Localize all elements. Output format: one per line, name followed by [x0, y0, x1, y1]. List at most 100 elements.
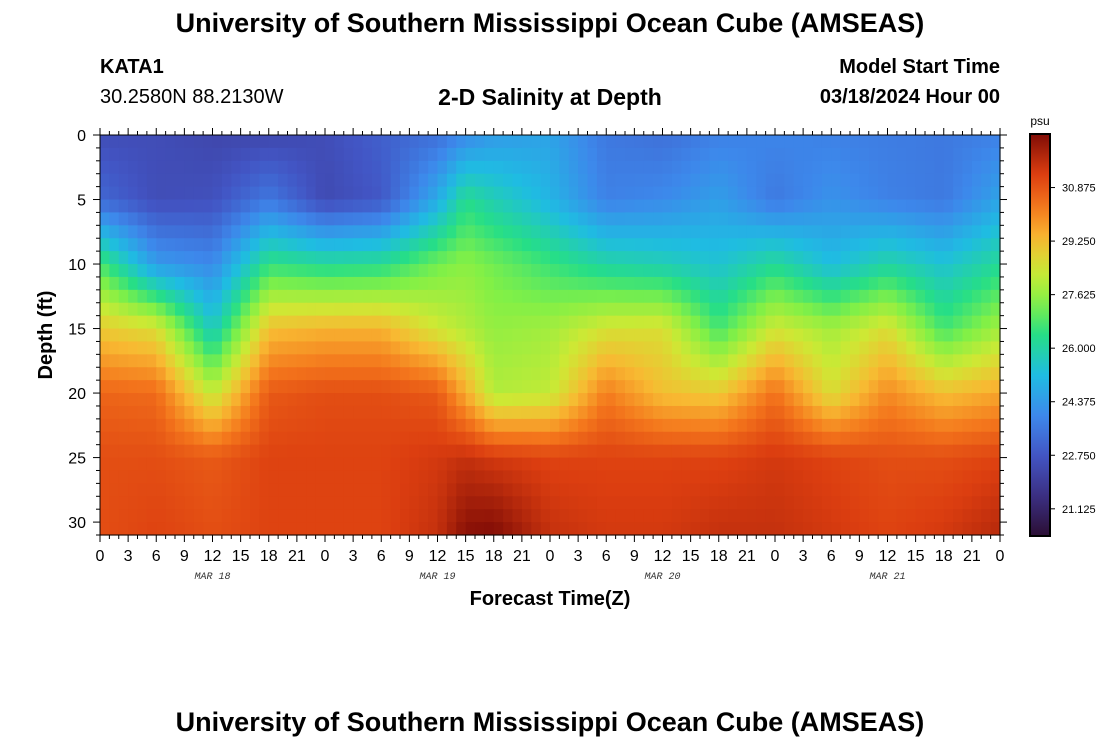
- heatmap-cell: [775, 225, 785, 239]
- heatmap-cell: [193, 328, 204, 343]
- heatmap-cell: [578, 251, 589, 265]
- heatmap-cell: [343, 341, 354, 355]
- heatmap-cell: [634, 160, 645, 175]
- heatmap-cell: [362, 457, 373, 472]
- heatmap-cell: [109, 405, 120, 420]
- heatmap-cell: [128, 289, 139, 304]
- heatmap-cell: [906, 367, 917, 381]
- heatmap-cell: [690, 380, 701, 394]
- heatmap-cell: [625, 173, 635, 188]
- heatmap-cell: [568, 522, 579, 536]
- heatmap-cell: [221, 496, 232, 510]
- heatmap-cell: [559, 160, 570, 175]
- heatmap-cell: [334, 147, 345, 162]
- heatmap-cell: [878, 509, 889, 523]
- heatmap-cell: [165, 457, 176, 472]
- heatmap-cell: [409, 302, 420, 317]
- heatmap-cell: [437, 135, 448, 149]
- heatmap-cell: [493, 302, 504, 317]
- heatmap-cell: [812, 212, 823, 226]
- heatmap-cell: [540, 160, 551, 175]
- heatmap-cell: [925, 238, 935, 252]
- heatmap-cell: [709, 367, 720, 381]
- heatmap-cell: [371, 522, 382, 536]
- heatmap-cell: [531, 509, 542, 523]
- heatmap-cell: [240, 186, 251, 201]
- heatmap-cell: [953, 393, 964, 407]
- salinity-chart: 0 3 6 9 12 15 18 21 0 3 6 9 12 15 18 21 0 3 6 9 12 15 18 21 0 3 6 9…: [35, 114, 1096, 610]
- heatmap-cell: [456, 315, 467, 330]
- heatmap-cell: [700, 276, 710, 291]
- heatmap-cell: [634, 393, 645, 407]
- heatmap-cell: [550, 444, 560, 459]
- heatmap-cell: [118, 483, 129, 497]
- heatmap-cell: [456, 147, 467, 162]
- heatmap-cell: [615, 341, 626, 355]
- heatmap-cell: [746, 496, 757, 510]
- heatmap-cell: [840, 251, 851, 265]
- heatmap-cell: [934, 367, 945, 381]
- heatmap-cell: [606, 354, 617, 368]
- heatmap-cell: [653, 367, 664, 381]
- heatmap-cell: [775, 405, 785, 420]
- heatmap-cell: [306, 135, 317, 149]
- heatmap-cell: [493, 457, 504, 472]
- heatmap-cell: [353, 522, 364, 536]
- heatmap-cell: [503, 431, 514, 446]
- heatmap-cell: [146, 431, 157, 446]
- heatmap-cell: [428, 225, 439, 239]
- heatmap-cell: [643, 496, 654, 510]
- heatmap-cell: [887, 328, 898, 343]
- heatmap-cell: [793, 522, 804, 536]
- heatmap-cell: [681, 315, 692, 330]
- heatmap-cell: [531, 264, 542, 278]
- heatmap-cell: [990, 302, 1001, 317]
- heatmap-cell: [831, 160, 842, 175]
- heatmap-cell: [493, 160, 504, 175]
- heatmap-cell: [287, 522, 298, 536]
- heatmap-cell: [596, 418, 607, 433]
- heatmap-cell: [531, 457, 542, 472]
- heatmap-cell: [925, 186, 935, 201]
- heatmap-cell: [475, 264, 485, 278]
- heatmap-cell: [540, 341, 551, 355]
- heatmap-cell: [793, 418, 804, 433]
- heatmap-cell: [981, 289, 992, 304]
- heatmap-cell: [362, 393, 373, 407]
- heatmap-cell: [118, 418, 129, 433]
- heatmap-cell: [690, 522, 701, 536]
- heatmap-cell: [765, 276, 776, 291]
- heatmap-cell: [878, 212, 889, 226]
- heatmap-cell: [306, 341, 317, 355]
- heatmap-cell: [878, 341, 889, 355]
- heatmap-cell: [184, 496, 195, 510]
- heatmap-cell: [184, 509, 195, 523]
- heatmap-cell: [681, 199, 692, 214]
- heatmap-cell: [690, 276, 701, 291]
- heatmap-cell: [540, 496, 551, 510]
- heatmap-cell: [953, 212, 964, 226]
- heatmap-cell: [850, 147, 860, 162]
- heatmap-cell: [756, 496, 767, 510]
- heatmap-cell: [456, 289, 467, 304]
- heatmap-cell: [596, 393, 607, 407]
- heatmap-cell: [568, 341, 579, 355]
- heatmap-cell: [962, 470, 973, 484]
- heatmap-cell: [325, 225, 335, 239]
- heatmap-cell: [831, 483, 842, 497]
- heatmap-cell: [662, 251, 673, 265]
- heatmap-cell: [306, 405, 317, 420]
- heatmap-cell: [700, 380, 710, 394]
- heatmap-cell: [493, 147, 504, 162]
- heatmap-cell: [118, 251, 129, 265]
- heatmap-cell: [568, 418, 579, 433]
- heatmap-cell: [521, 289, 532, 304]
- heatmap-cell: [165, 483, 176, 497]
- heatmap-cell: [493, 367, 504, 381]
- heatmap-cell: [568, 405, 579, 420]
- heatmap-cell: [203, 496, 214, 510]
- heatmap-cell: [493, 186, 504, 201]
- heatmap-cell: [606, 470, 617, 484]
- heatmap-cell: [278, 289, 289, 304]
- heatmap-cell: [175, 431, 185, 446]
